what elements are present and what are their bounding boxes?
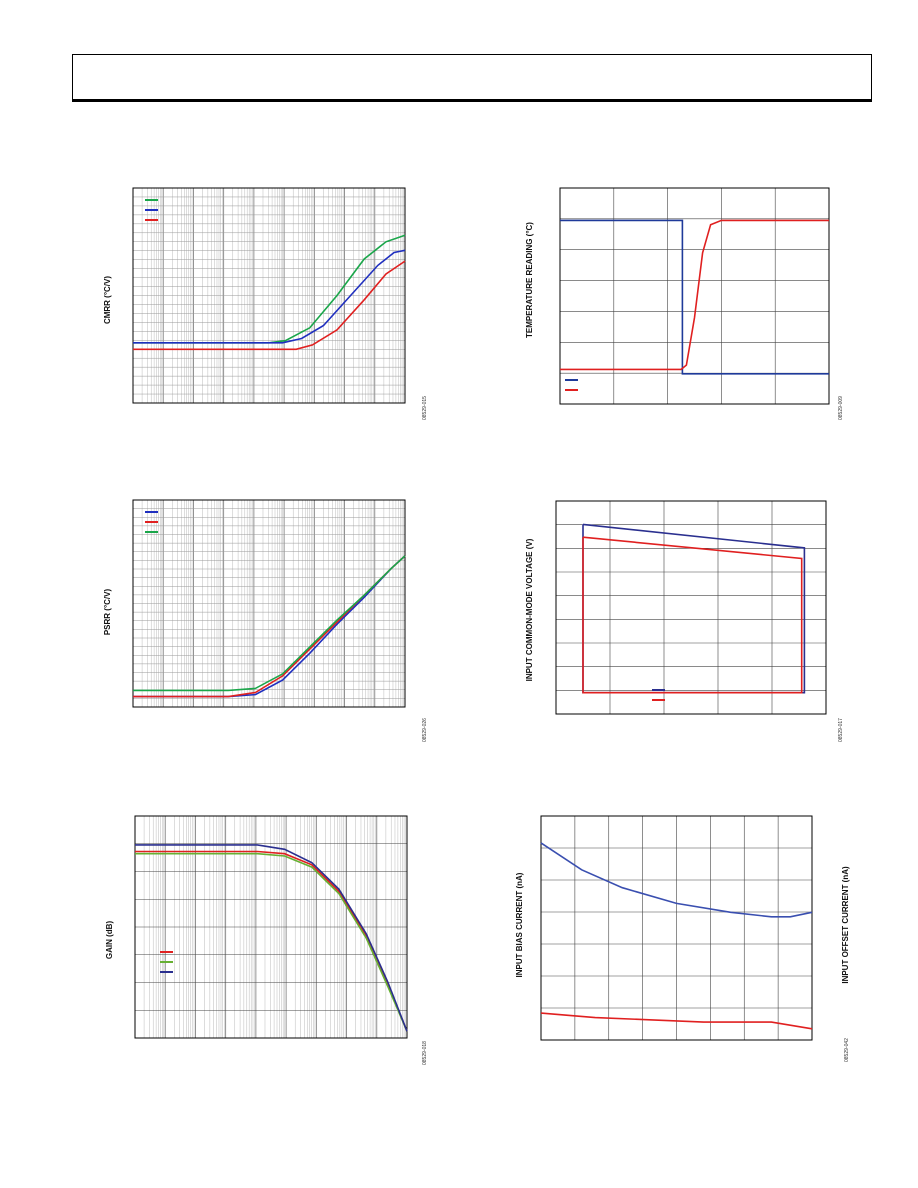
legend: [145, 199, 158, 221]
figure-id: 08529-015: [422, 396, 428, 420]
series-line-1: [560, 219, 829, 375]
plot-area: [555, 500, 827, 715]
plot-frame: [559, 187, 830, 405]
plot-frame: [134, 815, 408, 1039]
bias-offset-current-chart: INPUT BIAS CURRENT (nA) INPUT OFFSET CUR…: [515, 815, 850, 1062]
plot-area: [559, 187, 830, 405]
plot-area: [132, 187, 406, 404]
common-mode-voltage-chart: INPUT COMMON-MODE VOLTAGE (V) 08529-017: [525, 500, 844, 742]
plot-area: [132, 499, 406, 708]
plot-frame: [540, 815, 813, 1041]
legend: [160, 951, 173, 973]
plot-frame: [555, 500, 827, 715]
series-line-2: [560, 219, 829, 371]
series-line-2: [135, 852, 408, 1032]
series-line-3: [133, 260, 406, 351]
figure-id: 08529-009: [838, 396, 844, 420]
plot-frame: [132, 499, 406, 708]
plot-area: [540, 815, 813, 1041]
y-axis-label: TEMPERATURE READING (°C): [525, 222, 534, 338]
figure-id: 08529-018: [422, 1041, 428, 1065]
legend: [145, 511, 158, 533]
figure-id: 08529-042: [844, 1038, 850, 1062]
plot-area: [134, 815, 408, 1039]
plot-frame: [132, 187, 406, 404]
series-line-2: [133, 555, 406, 698]
y-axis-label: PSRR (°C/V): [103, 589, 112, 636]
series-line-3: [133, 555, 406, 692]
temperature-step-chart: TEMPERATURE READING (°C) 08529-009: [525, 187, 844, 420]
gain-chart: GAIN (dB) 08529-018: [105, 815, 428, 1065]
cmrr-chart: CMRR (°C/V) 08529-015: [103, 187, 428, 420]
series-line-2: [582, 536, 803, 694]
series-line-1: [133, 234, 406, 344]
page-header-box: [72, 54, 872, 102]
series-line-1: [133, 555, 406, 698]
legend: [652, 689, 665, 701]
series-line-3: [135, 844, 408, 1032]
figure-id: 08529-026: [422, 718, 428, 742]
series-line-1: [540, 842, 813, 918]
series-line-2: [133, 249, 406, 344]
figure-id: 08529-017: [838, 718, 844, 742]
legend: [565, 379, 578, 391]
series-line-1: [135, 850, 408, 1032]
y-axis-label: INPUT BIAS CURRENT (nA): [515, 872, 524, 977]
y-axis-label: INPUT COMMON-MODE VOLTAGE (V): [525, 538, 534, 681]
y-axis-label: CMRR (°C/V): [103, 276, 112, 324]
y2-axis-label: INPUT OFFSET CURRENT (nA): [841, 866, 850, 984]
psrr-chart: PSRR (°C/V) 08529-026: [103, 499, 428, 742]
y-axis-label: GAIN (dB): [105, 921, 114, 960]
series-line-2: [540, 1012, 813, 1030]
series-line-1: [582, 523, 806, 694]
